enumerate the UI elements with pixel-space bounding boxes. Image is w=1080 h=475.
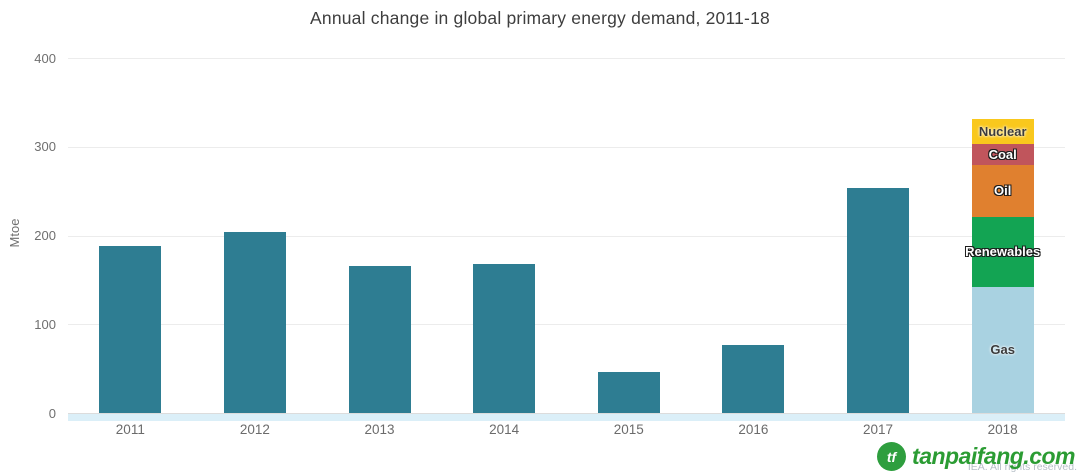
watermark: tf tanpaifang.com (877, 442, 1075, 471)
gridline-300 (68, 146, 1065, 148)
x-tick-label-2014: 2014 (489, 422, 520, 437)
bar-2018-gas[interactable] (971, 286, 1034, 413)
bar-2014[interactable] (473, 263, 536, 413)
y-tick-label-0: 0 (48, 405, 56, 421)
bar-2018-renewables[interactable] (971, 216, 1034, 287)
tanpaifang-logo-icon: tf (877, 442, 907, 471)
bar-2017[interactable] (847, 188, 910, 413)
x-tick-label-2015: 2015 (613, 422, 644, 437)
gridline-0 (68, 413, 1065, 414)
y-tick-label-200: 200 (34, 228, 56, 243)
x-tick-label-2012: 2012 (239, 422, 270, 437)
bar-2018-nuclear[interactable] (971, 119, 1034, 145)
x-tick-label-2011: 2011 (115, 422, 145, 437)
gridline-100 (68, 324, 1065, 326)
bar-2015[interactable] (597, 372, 660, 413)
x-tick-label-2016: 2016 (738, 422, 769, 437)
x-tick-label-2017: 2017 (863, 422, 894, 437)
iea-copyright-text: IEA. All rights reserved. (967, 461, 1077, 473)
bar-2018-oil[interactable] (971, 165, 1034, 217)
x-tick-label-2018: 2018 (987, 422, 1018, 437)
bar-2013[interactable] (348, 265, 411, 413)
watermark-site-text: tanpaifang.com (912, 443, 1075, 469)
bar-2016[interactable] (722, 344, 785, 413)
bar-2012[interactable] (223, 231, 286, 413)
y-tick-label-100: 100 (34, 316, 56, 332)
x-tick-label-2013: 2013 (364, 422, 395, 437)
gridline-400 (68, 58, 1065, 59)
y-tick-label-300: 300 (34, 139, 56, 155)
y-tick-label-400: 400 (34, 50, 56, 66)
gridline-200 (68, 235, 1065, 237)
x-axis-band (68, 414, 1065, 421)
bar-2018-coal[interactable] (971, 144, 1034, 166)
chart-title: Annual change in global primary energy d… (310, 8, 770, 28)
bar-2011[interactable] (99, 246, 162, 413)
